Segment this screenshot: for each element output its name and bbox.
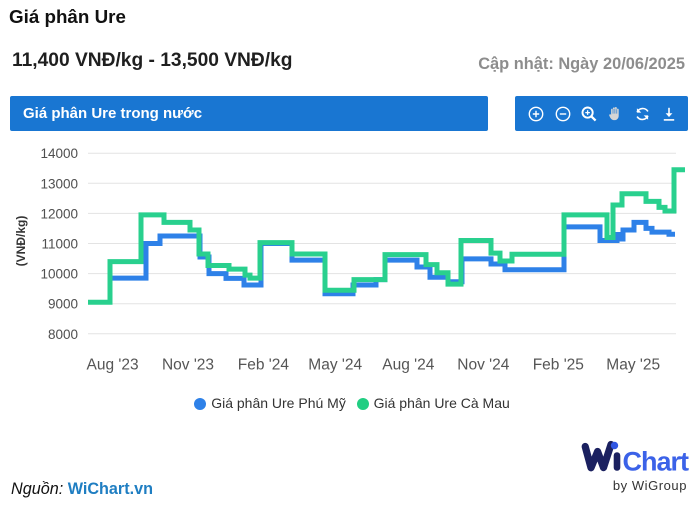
svg-text:by WiGroup: by WiGroup xyxy=(613,478,687,493)
svg-text:Aug '24: Aug '24 xyxy=(382,357,434,374)
svg-text:Feb '24: Feb '24 xyxy=(238,357,290,374)
svg-text:10000: 10000 xyxy=(40,267,78,282)
svg-text:8000: 8000 xyxy=(48,327,78,342)
svg-text:14000: 14000 xyxy=(40,146,78,161)
svg-text:Aug '23: Aug '23 xyxy=(87,357,139,374)
svg-text:Chart: Chart xyxy=(623,446,690,476)
svg-text:9000: 9000 xyxy=(48,297,78,312)
svg-text:May '25: May '25 xyxy=(606,357,660,374)
svg-text:11000: 11000 xyxy=(41,237,78,252)
svg-text:Nov '23: Nov '23 xyxy=(162,357,214,374)
svg-text:Nov '24: Nov '24 xyxy=(457,357,509,374)
svg-text:Feb '25: Feb '25 xyxy=(533,357,584,374)
svg-text:May '24: May '24 xyxy=(308,357,362,374)
svg-text:(VNĐ/kg): (VNĐ/kg) xyxy=(14,216,28,267)
svg-text:12000: 12000 xyxy=(40,206,78,221)
svg-text:13000: 13000 xyxy=(40,176,78,191)
